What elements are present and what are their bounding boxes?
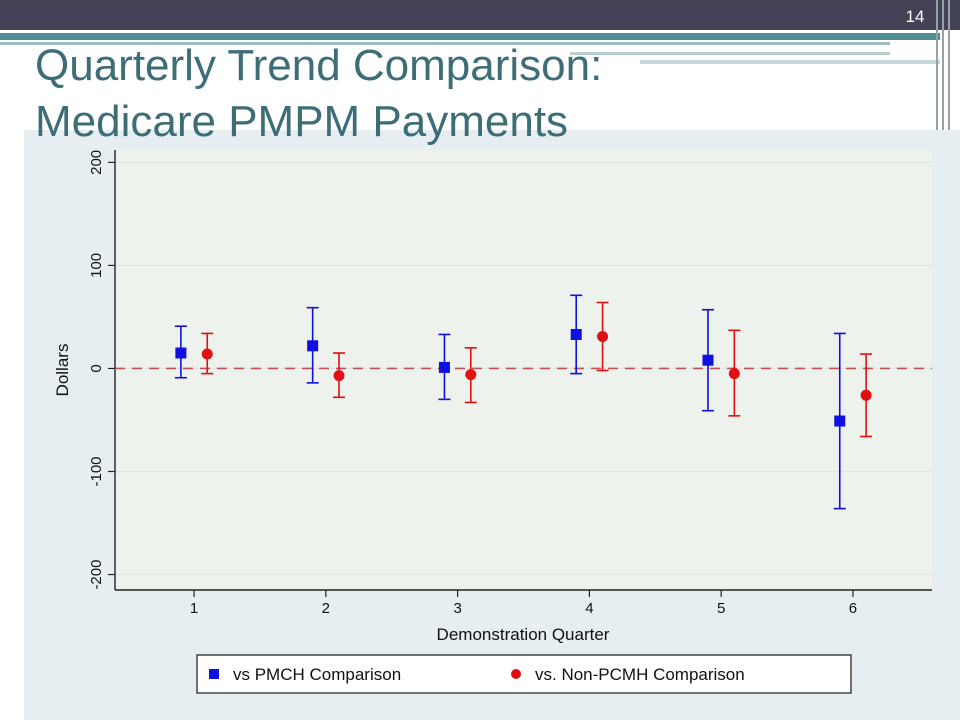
data-point-square [702,354,714,366]
data-point-square [570,328,582,340]
legend: vs PMCH Comparison vs. Non-PCMH Compariso… [196,654,852,694]
x-axis-label: Demonstration Quarter [437,625,610,644]
y-tick-label: 0 [88,364,105,372]
x-tick-label: 3 [453,600,461,617]
x-tick-label: 1 [190,600,198,617]
y-tick-label: 200 [88,150,105,175]
data-point-circle [201,348,213,360]
decorative-line [936,0,938,130]
decorative-stripe [570,52,890,55]
decorative-line [948,0,950,130]
data-point-circle [728,368,740,380]
data-point-circle [860,389,872,401]
decorative-stripe [640,60,940,64]
y-tick-label: -100 [88,456,105,486]
decorative-stripe [0,33,940,40]
legend-box [196,654,852,694]
decorative-line [942,0,944,130]
header-bar [0,0,960,30]
legend-marker-square [209,669,219,679]
data-point-square [307,340,319,352]
y-axis-label: Dollars [53,344,72,397]
x-tick-label: 5 [717,600,725,617]
legend-label: vs PMCH Comparison [233,665,401,684]
x-tick-label: 2 [322,600,330,617]
decorative-stripe [0,42,890,45]
data-point-square [175,347,187,359]
x-tick-label: 6 [849,600,857,617]
data-point-circle [597,331,609,343]
page-number: 14 [905,7,925,26]
y-tick-label: -200 [88,560,105,590]
axes: 200 100 0 -100 -200 1 2 3 4 5 6 [88,150,932,617]
slide-title: Quarterly Trend Comparison: Medicare PMP… [35,41,603,146]
data-point-square [834,415,846,427]
plot-area [115,150,932,590]
x-tick-label: 4 [585,600,593,617]
legend-marker-circle [511,669,521,679]
y-tick-label: 100 [88,253,105,278]
data-point-square [438,361,450,373]
data-marks [174,294,873,510]
data-point-circle [333,370,345,382]
data-point-circle [465,369,477,381]
legend-label: vs. Non-PCMH Comparison [535,665,745,684]
